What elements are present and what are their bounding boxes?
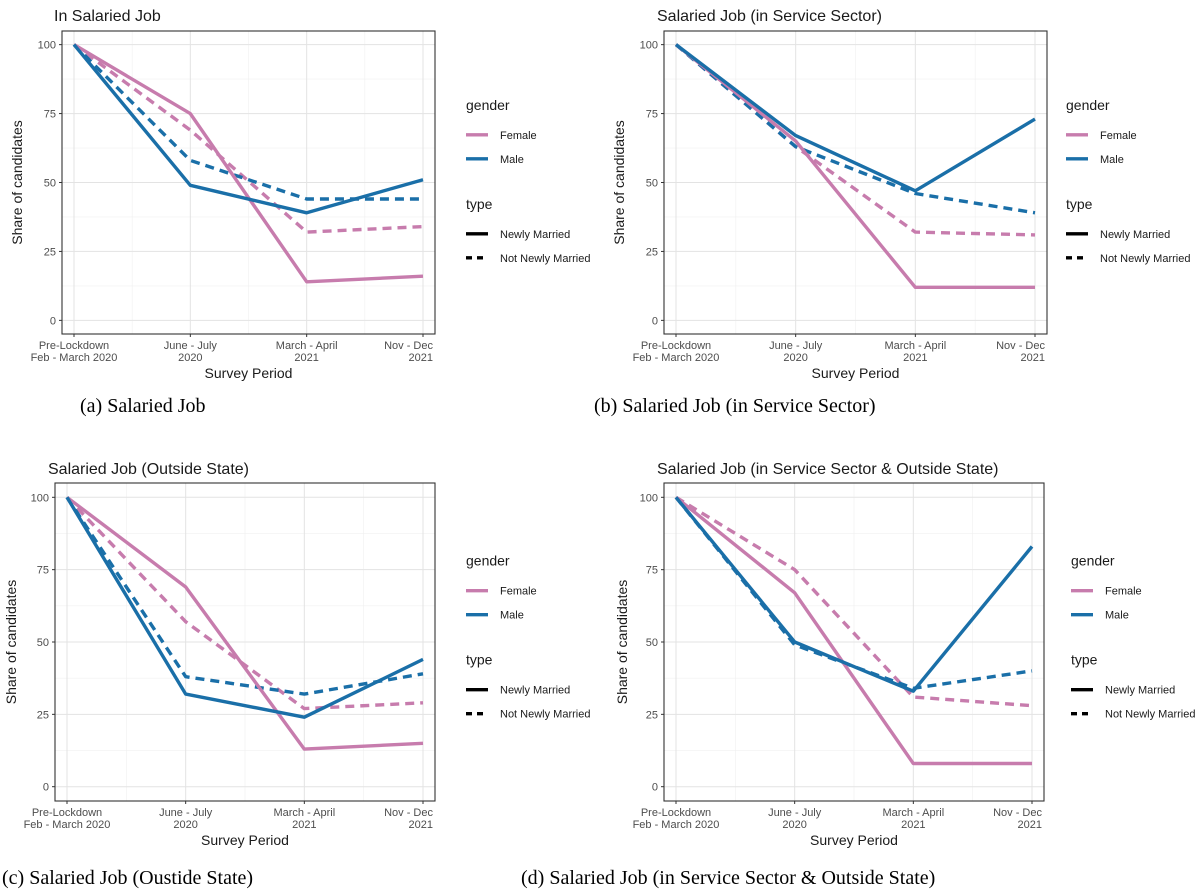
legend-label-male: Male (500, 154, 524, 166)
y-axis-label: Share of candidates (614, 580, 630, 705)
legend: gender Female Male type Newly Married Not New… (1066, 97, 1190, 265)
legend-title-gender: gender (466, 97, 510, 113)
legend-label-not-newly-married: Not Newly Married (1105, 709, 1195, 721)
figure-caption: (c) Salaried Job (Oustide State) (2, 867, 253, 889)
chart-title: Salaried Job (in Service Sector) (657, 8, 882, 25)
y-tick-label: 0 (43, 782, 49, 794)
legend-label-not-newly-married: Not Newly Married (1100, 253, 1190, 265)
x-tick-label: Pre-Lockdown Feb - March 2020 (31, 340, 118, 364)
x-tick-label: March - April 2021 (882, 807, 944, 831)
legend-title-type: type (1071, 652, 1098, 668)
chart-panel-3: 0 25 50 75 100 Pre-Lockdown Feb - March 2020 Ju… (2, 461, 590, 889)
x-axis-label: Survey Period (201, 832, 289, 848)
legend-label-female: Female (500, 586, 537, 598)
chart-panel-1: 0 25 50 75 100 Pre-Lockdown Feb - March 2020 Ju… (9, 8, 590, 417)
y-axis-label: Share of candidates (3, 580, 19, 705)
x-tick-label: Nov - Dec 2021 (384, 340, 433, 364)
y-tick-label: 75 (44, 109, 56, 121)
legend-label-newly-married: Newly Married (1105, 685, 1175, 697)
x-tick-label: Pre-Lockdown Feb - March 2020 (633, 340, 720, 364)
series-line-male-newly-married (674, 43, 1036, 193)
legend-title-gender: gender (466, 553, 510, 569)
legend-label-newly-married: Newly Married (500, 229, 570, 241)
series-line-female-newly-married (674, 495, 1032, 766)
x-tick-label: June - July 2020 (768, 807, 822, 831)
y-tick-label: 75 (37, 565, 49, 577)
series-line-male-newly-married (65, 496, 424, 719)
y-tick-label: 100 (31, 492, 49, 504)
x-tick-label: Nov - Dec 2021 (996, 340, 1045, 364)
y-tick-label: 75 (646, 109, 658, 121)
legend-label-female: Female (500, 130, 537, 142)
x-tick-label: Pre-Lockdown Feb - March 2020 (24, 807, 111, 831)
series-line-female-not-newly-married (65, 496, 424, 711)
figure-caption: (a) Salaried Job (80, 395, 206, 417)
series-line-female-newly-married (65, 495, 424, 751)
legend-label-male: Male (500, 610, 524, 622)
legend-label-male: Male (1105, 610, 1129, 622)
legend: gender Female Male type Newly Married Not New… (466, 553, 590, 721)
y-tick-label: 0 (50, 315, 56, 327)
y-tick-label: 50 (646, 178, 658, 190)
chart-title: In Salaried Job (54, 8, 161, 25)
y-tick-label: 0 (652, 782, 658, 794)
x-tick-label: Nov - Dec 2021 (384, 807, 433, 831)
figure-caption: (d) Salaried Job (in Service Sector & Ou… (521, 867, 935, 889)
x-tick-label: Pre-Lockdown Feb - March 2020 (633, 807, 720, 831)
legend-label-newly-married: Newly Married (500, 685, 570, 697)
y-tick-label: 0 (652, 315, 658, 327)
x-axis-label: Survey Period (205, 365, 293, 381)
legend: gender Female Male type Newly Married Not New… (466, 97, 590, 265)
chart-title: Salaried Job (Outside State) (48, 461, 249, 478)
x-tick-label: March - April 2021 (884, 340, 946, 364)
y-tick-label: 25 (646, 709, 658, 721)
legend: gender Female Male type Newly Married Not New… (1071, 553, 1195, 721)
x-tick-label: June - July 2020 (164, 340, 218, 364)
y-tick-label: 100 (38, 40, 56, 52)
series-line-male-newly-married (72, 43, 424, 215)
y-axis-label: Share of candidates (611, 120, 627, 245)
chart-panel-4: 0 25 50 75 100 Pre-Lockdown Feb - March 2020 Ju… (521, 461, 1195, 889)
legend-label-female: Female (1100, 130, 1137, 142)
y-axis-label: Share of candidates (9, 120, 25, 245)
legend-label-not-newly-married: Not Newly Married (500, 709, 590, 721)
y-tick-label: 50 (37, 637, 49, 649)
y-tick-label: 50 (44, 178, 56, 190)
series-line-female-not-newly-married (675, 495, 1033, 708)
y-tick-label: 25 (646, 246, 658, 258)
x-tick-label: Nov - Dec 2021 (993, 807, 1042, 831)
legend-title-gender: gender (1066, 97, 1110, 113)
chart-title: Salaried Job (in Service Sector & Outsid… (657, 461, 999, 478)
y-tick-label: 75 (646, 565, 658, 577)
legend-title-type: type (466, 652, 493, 668)
legend-label-not-newly-married: Not Newly Married (500, 253, 590, 265)
y-tick-label: 25 (37, 709, 49, 721)
x-tick-label: March - April 2021 (276, 340, 338, 364)
x-axis-label: Survey Period (812, 365, 900, 381)
series-line-female-newly-married (674, 43, 1035, 289)
x-tick-label: June - July 2020 (159, 807, 213, 831)
series-line-male-newly-married (674, 496, 1034, 693)
series-line-male-not-newly-married (65, 496, 424, 696)
x-tick-label: March - April 2021 (273, 807, 335, 831)
chart-panel-2: 0 25 50 75 100 Pre-Lockdown Feb - March 2020 Ju… (594, 8, 1190, 417)
y-tick-label: 25 (44, 246, 56, 258)
legend-title-type: type (1066, 196, 1093, 212)
legend-label-male: Male (1100, 154, 1124, 166)
legend-label-female: Female (1105, 586, 1142, 598)
legend-title-gender: gender (1071, 553, 1115, 569)
x-axis-label: Survey Period (810, 832, 898, 848)
figure-caption: (b) Salaried Job (in Service Sector) (594, 395, 876, 417)
series-line-male-not-newly-married (674, 43, 1036, 215)
legend-label-newly-married: Newly Married (1100, 229, 1170, 241)
y-tick-label: 50 (646, 637, 658, 649)
legend-title-type: type (466, 196, 493, 212)
y-tick-label: 100 (640, 492, 658, 504)
y-tick-label: 100 (640, 40, 658, 52)
x-tick-label: June - July 2020 (769, 340, 823, 364)
series-line-male-not-newly-married (72, 43, 423, 201)
